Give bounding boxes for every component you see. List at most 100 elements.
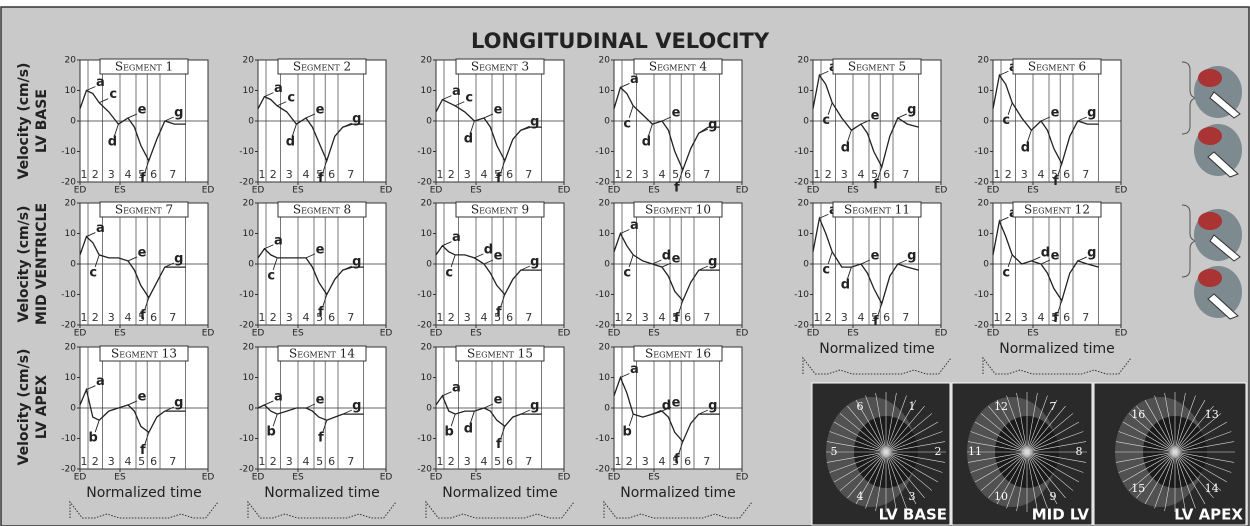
y-tick-label: 10 bbox=[798, 86, 810, 96]
segment-number: 9 bbox=[1050, 490, 1057, 503]
annotation-arrow bbox=[652, 409, 662, 415]
phase-label: 1 bbox=[615, 168, 622, 181]
annotation-arrow bbox=[474, 253, 484, 259]
phase-label: 3 bbox=[464, 311, 471, 324]
event-label: ES bbox=[648, 186, 660, 196]
annotation-arrow bbox=[277, 101, 287, 107]
annotation-label: e bbox=[1051, 249, 1060, 264]
y-tick-label: -10 bbox=[417, 290, 432, 300]
segment-title: Segment 1 bbox=[115, 60, 173, 74]
y-tick-label: -10 bbox=[239, 434, 254, 444]
radial-line bbox=[967, 441, 1087, 463]
y-tick-label: 0 bbox=[426, 404, 432, 414]
row-axis-label: Velocity (cm/s) bbox=[16, 349, 32, 466]
y-tick-label: -20 bbox=[417, 178, 432, 188]
annotation-label: e bbox=[316, 242, 325, 257]
y-tick-label: -10 bbox=[974, 147, 989, 157]
annotation-arrow bbox=[678, 441, 684, 454]
annotation-arrow bbox=[999, 70, 1009, 76]
segment-title-box bbox=[633, 58, 723, 75]
phase-label: 2 bbox=[270, 311, 277, 324]
annotation-arrow bbox=[661, 116, 672, 122]
phase-label: 3 bbox=[642, 168, 649, 181]
annotation-arrow bbox=[450, 254, 456, 267]
view-label: MID LV bbox=[1032, 506, 1090, 524]
annotation-arrow bbox=[291, 123, 297, 137]
event-label: ES bbox=[292, 473, 304, 483]
phase-label: 3 bbox=[286, 455, 293, 468]
segment-title: Segment 10 bbox=[645, 203, 711, 217]
annotation-arrow bbox=[846, 266, 852, 280]
annotation-arrow bbox=[698, 409, 708, 415]
annotation-label: e bbox=[672, 106, 681, 121]
velocity-curve bbox=[992, 219, 1099, 303]
y-tick-label: -10 bbox=[974, 290, 989, 300]
annotation-arrow bbox=[99, 98, 109, 104]
event-label: ES bbox=[470, 329, 482, 339]
phase-label: 1 bbox=[81, 311, 88, 324]
phase-label: 5 bbox=[316, 311, 323, 324]
segment-title: Segment 2 bbox=[293, 60, 351, 74]
y-tick-label: 20 bbox=[421, 199, 433, 209]
phase-label: 5 bbox=[138, 311, 145, 324]
annotation-arrow bbox=[678, 169, 684, 182]
annotation-label: g bbox=[352, 112, 361, 127]
event-label: ED bbox=[1115, 329, 1128, 339]
y-tick-label: 0 bbox=[803, 260, 809, 270]
annotation-arrow bbox=[127, 256, 138, 262]
event-label: ED bbox=[252, 186, 265, 196]
annotation-arrow bbox=[342, 122, 352, 128]
segment-title: Segment 15 bbox=[467, 347, 533, 361]
phase-label: 2 bbox=[825, 168, 832, 181]
phase-label: 5 bbox=[1051, 168, 1058, 181]
annotation-arrow bbox=[305, 253, 316, 259]
phase-label: 1 bbox=[814, 311, 821, 324]
heart bbox=[1194, 124, 1242, 178]
phase-label: 2 bbox=[1005, 311, 1012, 324]
phase-label: 3 bbox=[1021, 168, 1028, 181]
phase-label: 6 bbox=[150, 168, 157, 181]
annotation-arrow bbox=[819, 213, 829, 219]
annotation-label: d bbox=[108, 135, 117, 150]
annotation-label: f bbox=[873, 177, 879, 192]
annotation-label: f bbox=[140, 443, 146, 458]
annotation-arrow bbox=[827, 102, 833, 115]
segment-title: Segment 11 bbox=[844, 203, 910, 217]
segment-title-box bbox=[832, 58, 922, 75]
annotation-arrow bbox=[144, 432, 150, 445]
annotation-arrow bbox=[94, 420, 100, 433]
segment-number: 13 bbox=[1205, 408, 1219, 421]
y-tick-label: 20 bbox=[599, 343, 611, 353]
row-name: LV APEX bbox=[34, 375, 50, 439]
y-tick-label: -10 bbox=[794, 290, 809, 300]
annotation-label: d bbox=[841, 278, 850, 293]
annotation-arrow bbox=[897, 113, 907, 119]
annotation-label: a bbox=[274, 81, 283, 96]
phase-label: 7 bbox=[347, 311, 354, 324]
y-tick-label: -20 bbox=[794, 321, 809, 331]
velocity-curve bbox=[257, 95, 364, 163]
y-tick-label: 0 bbox=[70, 404, 76, 414]
annotation-label: g bbox=[1087, 106, 1096, 121]
event-label: ED bbox=[430, 473, 443, 483]
phase-label: 5 bbox=[138, 455, 145, 468]
annotation-arrow bbox=[1040, 116, 1051, 122]
phase-label: 7 bbox=[347, 168, 354, 181]
annotation-arrow bbox=[322, 420, 328, 433]
annotation-arrow bbox=[322, 294, 328, 307]
annotation-label: a bbox=[452, 84, 461, 99]
phase-label: 3 bbox=[464, 455, 471, 468]
event-label: ED bbox=[558, 186, 571, 196]
phase-label: 4 bbox=[125, 455, 132, 468]
annotation-label: f bbox=[674, 311, 680, 326]
phase-label: 1 bbox=[259, 168, 266, 181]
phase-label: 6 bbox=[684, 168, 691, 181]
y-tick-label: 20 bbox=[599, 56, 611, 66]
y-tick-label: -20 bbox=[974, 178, 989, 188]
segment-title-box bbox=[455, 345, 545, 362]
annotation-label: b bbox=[89, 431, 98, 446]
annotation-label: c bbox=[465, 90, 473, 105]
annotation-label: e bbox=[871, 249, 880, 264]
annotation-label: b bbox=[623, 425, 632, 440]
event-label: ES bbox=[292, 186, 304, 196]
